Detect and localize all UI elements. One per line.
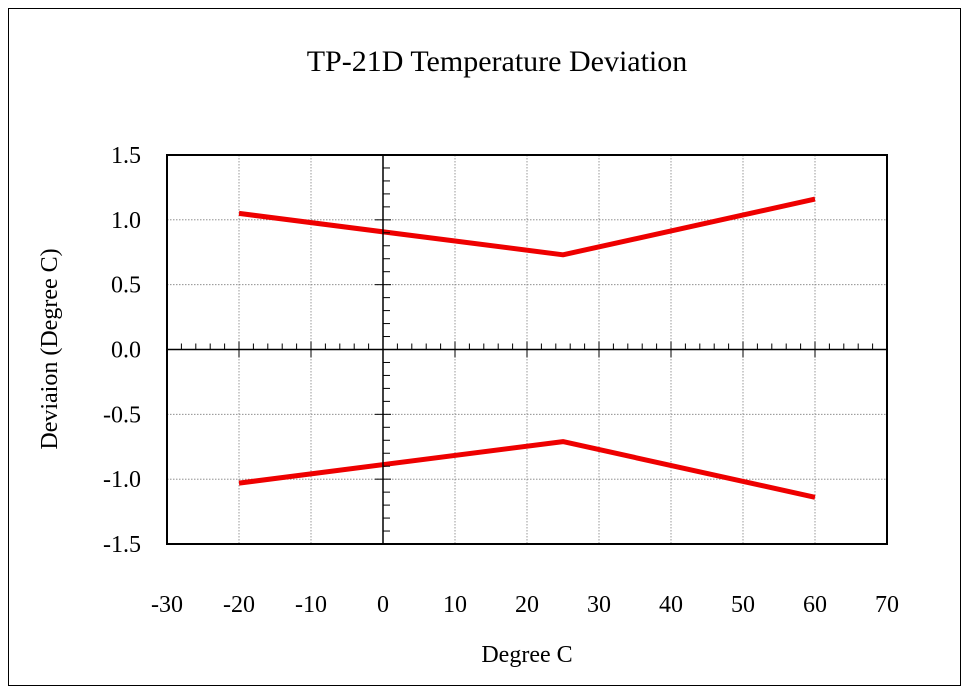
y-tick-label: -0.5 [103,402,141,428]
chart-frame [8,8,961,686]
y-tick-label: 0.5 [111,273,141,299]
x-tick-label: 10 [443,592,467,618]
y-axis-title: Deviaion (Degree C) [37,248,63,449]
x-tick-label: 50 [731,592,755,618]
x-tick-label: 70 [875,592,899,618]
chart-title: TP-21D Temperature Deviation [307,45,688,78]
upper-limit-line [238,196,816,258]
x-axis-title: Degree C [481,642,572,668]
x-tick-label: -30 [151,592,183,618]
x-tick-label: 40 [659,592,683,618]
y-tick-label: -1.0 [103,467,141,493]
y-tick-label: 1.0 [111,208,141,234]
y-tick-label: -1.5 [103,532,141,558]
label-layer: -30 -20 -10 0 10 20 30 40 50 60 70 1.5 1.0 0.5 0.0 -0.5… [103,143,899,618]
y-tick-label: 1.5 [111,143,141,169]
lower-limit-line [238,439,816,500]
x-tick-label: -10 [295,592,327,618]
y-tick-label: 0.0 [111,338,141,364]
x-tick-label: -20 [223,592,255,618]
x-tick-label: 20 [515,592,539,618]
x-tick-label: 30 [587,592,611,618]
series-layer [238,196,816,500]
axes-layer [166,154,888,545]
x-tick-label: 60 [803,592,827,618]
x-tick-label: 0 [377,592,389,618]
